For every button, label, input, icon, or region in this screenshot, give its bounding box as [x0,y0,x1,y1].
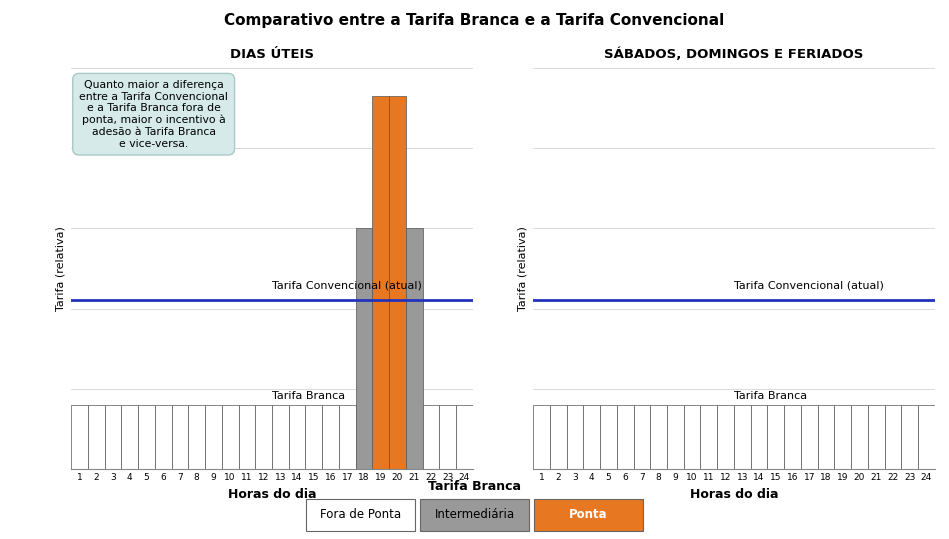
Bar [139,405,155,469]
Text: Ponta: Ponta [569,508,607,521]
Bar [71,405,88,469]
Bar [918,405,935,469]
Bar [667,405,683,469]
Y-axis label: Tarifa (relativa): Tarifa (relativa) [517,226,528,311]
Bar [288,405,306,469]
Bar [834,405,851,469]
Bar [533,405,549,469]
Bar [422,405,439,469]
Text: Tarifa Branca: Tarifa Branca [428,480,521,493]
Bar [617,405,634,469]
Text: Tarifa Convencional (atual): Tarifa Convencional (atual) [734,280,884,291]
Bar [155,405,172,469]
Y-axis label: Tarifa (relativa): Tarifa (relativa) [56,226,65,311]
Bar [634,405,650,469]
Bar [867,405,884,469]
Bar [306,405,323,469]
Text: Fora de Ponta: Fora de Ponta [320,508,401,521]
Bar [801,405,818,469]
Bar [255,405,272,469]
X-axis label: Horas do dia: Horas do dia [690,488,778,501]
Bar [121,405,139,469]
Bar [188,405,205,469]
Bar [104,405,121,469]
Bar [567,405,584,469]
Text: Tarifa Convencional (atual): Tarifa Convencional (atual) [272,280,422,291]
Bar [205,405,222,469]
Bar [902,405,918,469]
Bar [222,405,238,469]
Bar [584,405,600,469]
Bar [88,405,104,469]
Text: Quanto maior a diferença
entre a Tarifa Convencional
e a Tarifa Branca fora de
p: Quanto maior a diferença entre a Tarifa … [79,80,228,149]
Bar [356,229,372,469]
Bar [851,405,867,469]
Text: SÁBADOS, DOMINGOS E FERIADOS: SÁBADOS, DOMINGOS E FERIADOS [605,48,864,61]
Bar [818,405,834,469]
Bar [272,405,288,469]
Bar [323,405,339,469]
Bar [734,405,751,469]
Bar [172,405,188,469]
Bar [700,405,717,469]
Bar [650,405,667,469]
Bar [549,405,567,469]
Bar [456,405,473,469]
Bar [768,405,784,469]
Bar [784,405,801,469]
Text: Comparativo entre a Tarifa Branca e a Tarifa Convencional: Comparativo entre a Tarifa Branca e a Ta… [224,13,725,29]
Text: Tarifa Branca: Tarifa Branca [272,391,345,401]
Bar [751,405,768,469]
Bar [389,96,406,469]
Bar [238,405,255,469]
Bar [884,405,902,469]
X-axis label: Horas do dia: Horas do dia [228,488,316,501]
Bar [339,405,356,469]
Bar [717,405,734,469]
Bar [439,405,456,469]
Bar [406,229,422,469]
Bar [683,405,700,469]
Text: Tarifa Branca: Tarifa Branca [734,391,807,401]
Bar [600,405,617,469]
Bar [372,96,389,469]
Text: Intermediária: Intermediária [435,508,514,521]
Text: DIAS ÚTEIS: DIAS ÚTEIS [230,49,314,61]
